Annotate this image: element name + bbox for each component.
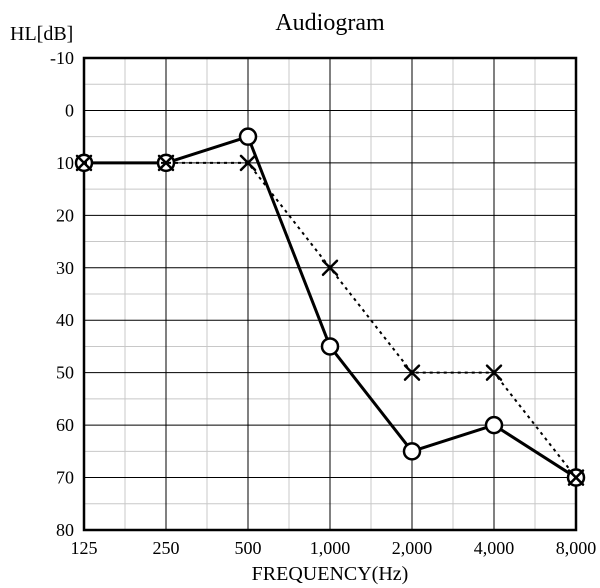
y-tick-label: 10 bbox=[56, 153, 74, 173]
marker-circle bbox=[486, 417, 502, 433]
y-tick-label: 50 bbox=[56, 363, 74, 383]
y-tick-label: 20 bbox=[56, 205, 74, 225]
y-tick-label: 0 bbox=[65, 100, 74, 120]
x-tick-label: 1,000 bbox=[310, 538, 351, 558]
marker-circle bbox=[240, 129, 256, 145]
y-axis-label: HL[dB] bbox=[10, 23, 73, 45]
y-tick-label: -10 bbox=[50, 48, 74, 68]
x-tick-label: 8,000 bbox=[556, 538, 597, 558]
x-tick-label: 2,000 bbox=[392, 538, 433, 558]
marker-circle bbox=[322, 338, 338, 354]
y-tick-label: 60 bbox=[56, 415, 74, 435]
audiogram-chart: -10 0 10 20 30 40 50 60 70 80125 250 500 1,000 2,000 4… bbox=[0, 0, 600, 588]
x-tick-label: 4,000 bbox=[474, 538, 515, 558]
chart-svg: -10 0 10 20 30 40 50 60 70 80125 250 500 1,000 2,000 4… bbox=[0, 0, 600, 588]
x-tick-label: 125 bbox=[71, 538, 98, 558]
y-tick-label: 30 bbox=[56, 258, 74, 278]
y-tick-label: 80 bbox=[56, 520, 74, 540]
chart-title: Audiogram bbox=[275, 10, 385, 36]
marker-circle bbox=[404, 443, 420, 459]
y-tick-label: 70 bbox=[56, 468, 74, 488]
x-tick-label: 500 bbox=[235, 538, 262, 558]
y-tick-label: 40 bbox=[56, 310, 74, 330]
x-tick-label: 250 bbox=[153, 538, 180, 558]
x-axis-label: FREQUENCY(Hz) bbox=[252, 563, 409, 585]
